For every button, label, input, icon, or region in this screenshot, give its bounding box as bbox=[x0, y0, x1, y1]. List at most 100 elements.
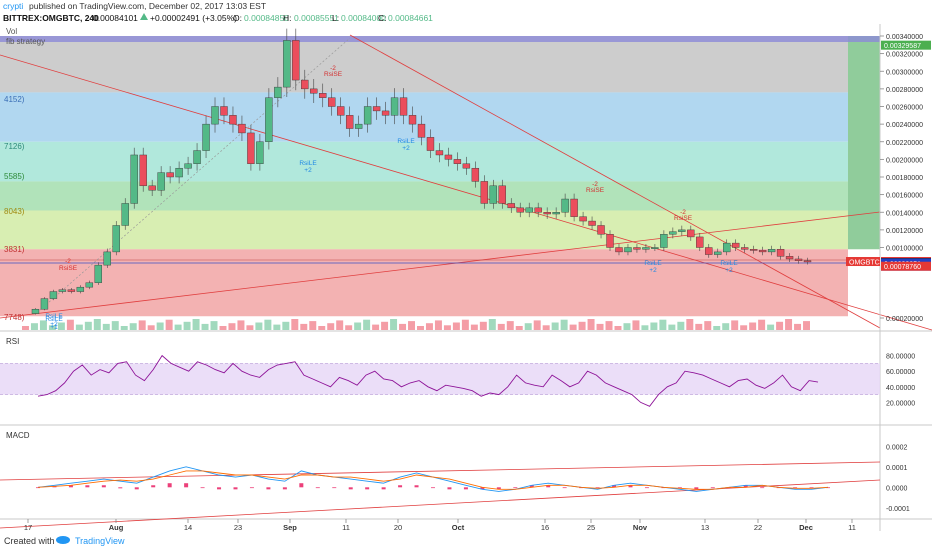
candle[interactable] bbox=[740, 247, 749, 250]
signal-line[interactable] bbox=[37, 470, 829, 490]
candle[interactable] bbox=[193, 150, 201, 164]
candle[interactable] bbox=[220, 106, 228, 116]
candle[interactable] bbox=[633, 247, 641, 250]
candle[interactable] bbox=[372, 106, 381, 112]
candle[interactable] bbox=[103, 251, 111, 266]
candle[interactable] bbox=[561, 198, 569, 213]
candle[interactable] bbox=[732, 242, 740, 248]
candle[interactable] bbox=[471, 167, 480, 182]
candle[interactable] bbox=[274, 86, 282, 98]
candle[interactable] bbox=[606, 234, 614, 248]
price-axis[interactable]: 0.00340000 0.00320000 0.00300000 0.00280000… bbox=[880, 34, 923, 323]
candle[interactable] bbox=[749, 249, 758, 251]
candle[interactable] bbox=[417, 123, 426, 138]
candle[interactable] bbox=[85, 282, 94, 288]
candle[interactable] bbox=[301, 79, 309, 90]
candle[interactable] bbox=[247, 132, 255, 164]
candle[interactable] bbox=[390, 97, 399, 116]
candle[interactable] bbox=[453, 159, 462, 164]
candle[interactable] bbox=[723, 242, 731, 253]
candle[interactable] bbox=[543, 212, 551, 215]
candle[interactable] bbox=[462, 163, 471, 169]
candle[interactable] bbox=[49, 291, 58, 299]
diagonal-dashed-line[interactable] bbox=[39, 37, 351, 311]
candle[interactable] bbox=[435, 150, 444, 156]
candle[interactable] bbox=[408, 115, 417, 125]
candle[interactable] bbox=[184, 163, 192, 169]
candle[interactable] bbox=[265, 97, 273, 142]
candle[interactable] bbox=[696, 236, 704, 248]
candle[interactable] bbox=[758, 249, 767, 253]
candle[interactable] bbox=[121, 203, 129, 226]
candle[interactable] bbox=[345, 115, 354, 129]
candle[interactable] bbox=[157, 172, 165, 191]
candle[interactable] bbox=[516, 207, 524, 213]
macd-trendline-lower[interactable] bbox=[0, 479, 881, 529]
candle[interactable] bbox=[714, 251, 722, 255]
macd-trendline-upper[interactable] bbox=[0, 461, 881, 481]
candle[interactable] bbox=[785, 256, 794, 260]
trendline-down-long[interactable] bbox=[0, 54, 932, 331]
candle[interactable] bbox=[337, 106, 345, 116]
candle[interactable] bbox=[426, 137, 435, 151]
tradingview-brand[interactable]: TradingView bbox=[75, 536, 125, 546]
candle[interactable] bbox=[579, 216, 587, 222]
candle[interactable] bbox=[507, 203, 515, 209]
time-axis[interactable]: 17 Aug 14 23 Sep 11 20 Oct 16 25 Nov 13 22 Dec 11 bbox=[24, 519, 856, 532]
candle[interactable] bbox=[489, 185, 497, 204]
candle[interactable] bbox=[588, 220, 596, 226]
candle[interactable] bbox=[112, 225, 120, 253]
candle[interactable] bbox=[776, 249, 785, 257]
candle[interactable] bbox=[148, 185, 156, 191]
candle[interactable] bbox=[283, 40, 291, 88]
candle[interactable] bbox=[202, 123, 210, 151]
tradingview-logo-icon[interactable] bbox=[56, 536, 70, 544]
candle[interactable] bbox=[130, 154, 138, 204]
trendline-up[interactable] bbox=[0, 211, 881, 319]
candle[interactable] bbox=[624, 247, 632, 253]
candle[interactable] bbox=[597, 225, 605, 235]
candle[interactable] bbox=[139, 154, 147, 187]
candle[interactable] bbox=[229, 115, 237, 125]
candle[interactable] bbox=[498, 185, 506, 204]
candle[interactable] bbox=[58, 289, 67, 292]
candle[interactable] bbox=[669, 231, 677, 235]
candle[interactable] bbox=[444, 154, 453, 160]
candle[interactable] bbox=[651, 247, 659, 249]
candle[interactable] bbox=[525, 207, 533, 213]
candle[interactable] bbox=[166, 172, 174, 178]
candle[interactable] bbox=[615, 247, 623, 253]
candle[interactable] bbox=[238, 123, 246, 134]
candle[interactable] bbox=[381, 110, 390, 116]
candle[interactable] bbox=[31, 308, 40, 314]
candle[interactable] bbox=[319, 93, 327, 98]
candle[interactable] bbox=[399, 97, 408, 116]
candle[interactable] bbox=[328, 97, 336, 107]
candle[interactable] bbox=[40, 298, 49, 310]
candle[interactable] bbox=[67, 289, 76, 292]
candle[interactable] bbox=[354, 123, 363, 129]
candle[interactable] bbox=[211, 106, 219, 125]
author-name[interactable]: crypti bbox=[3, 1, 23, 11]
candle[interactable] bbox=[310, 88, 318, 94]
candle[interactable] bbox=[678, 229, 686, 232]
candle[interactable] bbox=[534, 207, 542, 213]
trendline-down-top[interactable] bbox=[349, 34, 881, 329]
candle[interactable] bbox=[292, 40, 300, 81]
candle[interactable] bbox=[76, 286, 85, 292]
candle[interactable] bbox=[803, 260, 812, 263]
candle[interactable] bbox=[642, 247, 650, 250]
candle[interactable] bbox=[552, 212, 560, 215]
candle[interactable] bbox=[794, 258, 803, 261]
candle[interactable] bbox=[363, 106, 372, 125]
candle[interactable] bbox=[767, 249, 776, 253]
candle[interactable] bbox=[705, 247, 713, 255]
candle[interactable] bbox=[570, 198, 578, 217]
candle[interactable] bbox=[660, 234, 668, 248]
candle[interactable] bbox=[256, 141, 264, 164]
candle[interactable] bbox=[687, 229, 695, 238]
candle[interactable] bbox=[175, 167, 183, 178]
rsi-line[interactable] bbox=[37, 354, 819, 407]
candle[interactable] bbox=[94, 264, 102, 283]
candle[interactable] bbox=[480, 181, 489, 204]
